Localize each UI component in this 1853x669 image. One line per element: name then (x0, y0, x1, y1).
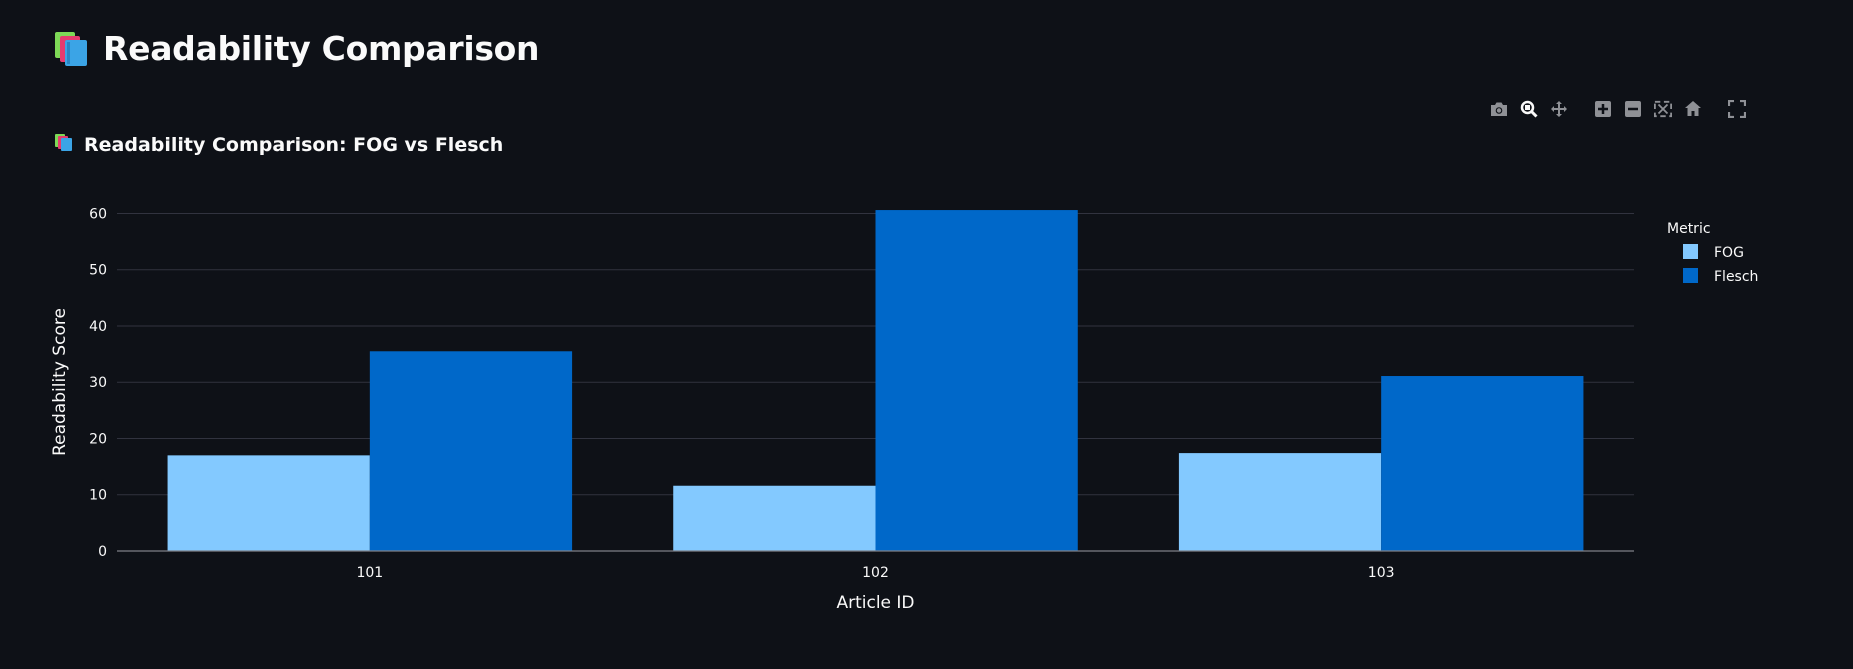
chart-title-icon (55, 134, 72, 151)
legend-swatch-fog[interactable] (1683, 244, 1698, 259)
books-icon (55, 32, 87, 66)
zoom-out-icon[interactable] (1624, 100, 1642, 118)
y-tick-label: 0 (98, 544, 107, 560)
camera-icon[interactable] (1490, 100, 1508, 118)
y-tick-label: 20 (89, 431, 107, 447)
x-axis-title: Article ID (836, 593, 914, 613)
zoom-icon[interactable] (1520, 100, 1538, 118)
legend-title: Metric (1667, 221, 1711, 237)
bar-fog-101[interactable] (167, 455, 370, 551)
chart-title-group: Readability Comparison: FOG vs Flesch (55, 134, 503, 156)
legend-label-flesch[interactable]: Flesch (1714, 269, 1758, 285)
y-tick-label: 30 (89, 375, 107, 391)
bar-fog-102[interactable] (673, 485, 876, 551)
bar-flesch-103[interactable] (1381, 376, 1584, 551)
page-header: Readability Comparison (53, 26, 540, 70)
x-tick-label: 101 (356, 565, 383, 581)
x-tick-label: 103 (1368, 565, 1395, 581)
bar-flesch-101[interactable] (369, 351, 573, 551)
chart-title: Readability Comparison: FOG vs Flesch (84, 134, 503, 156)
legend-swatch-flesch[interactable] (1683, 268, 1698, 283)
x-tick-label: 102 (862, 565, 889, 581)
reset-axes-icon[interactable] (1684, 100, 1702, 118)
pan-icon[interactable] (1550, 100, 1568, 118)
legend-label-fog[interactable]: FOG (1714, 245, 1744, 261)
zoom-in-icon[interactable] (1594, 100, 1612, 118)
autoscale-icon[interactable] (1654, 100, 1672, 118)
chart-modebar (1490, 100, 1758, 118)
y-tick-label: 60 (89, 206, 107, 222)
y-tick-label: 10 (89, 488, 107, 504)
y-tick-label: 50 (89, 263, 107, 279)
legend: Metric FOG Flesch (1667, 221, 1758, 285)
y-tick-label: 40 (89, 319, 107, 335)
fullscreen-icon[interactable] (1728, 100, 1746, 118)
bar-flesch-102[interactable] (875, 210, 1078, 551)
bar-fog-103[interactable] (1178, 453, 1382, 551)
page-title: Readability Comparison (103, 28, 540, 68)
axis-layer: 0 10 20 30 40 50 60 101 102 103 (89, 206, 1634, 581)
bars-layer (167, 210, 1584, 551)
y-axis-title: Readability Score (50, 308, 70, 456)
